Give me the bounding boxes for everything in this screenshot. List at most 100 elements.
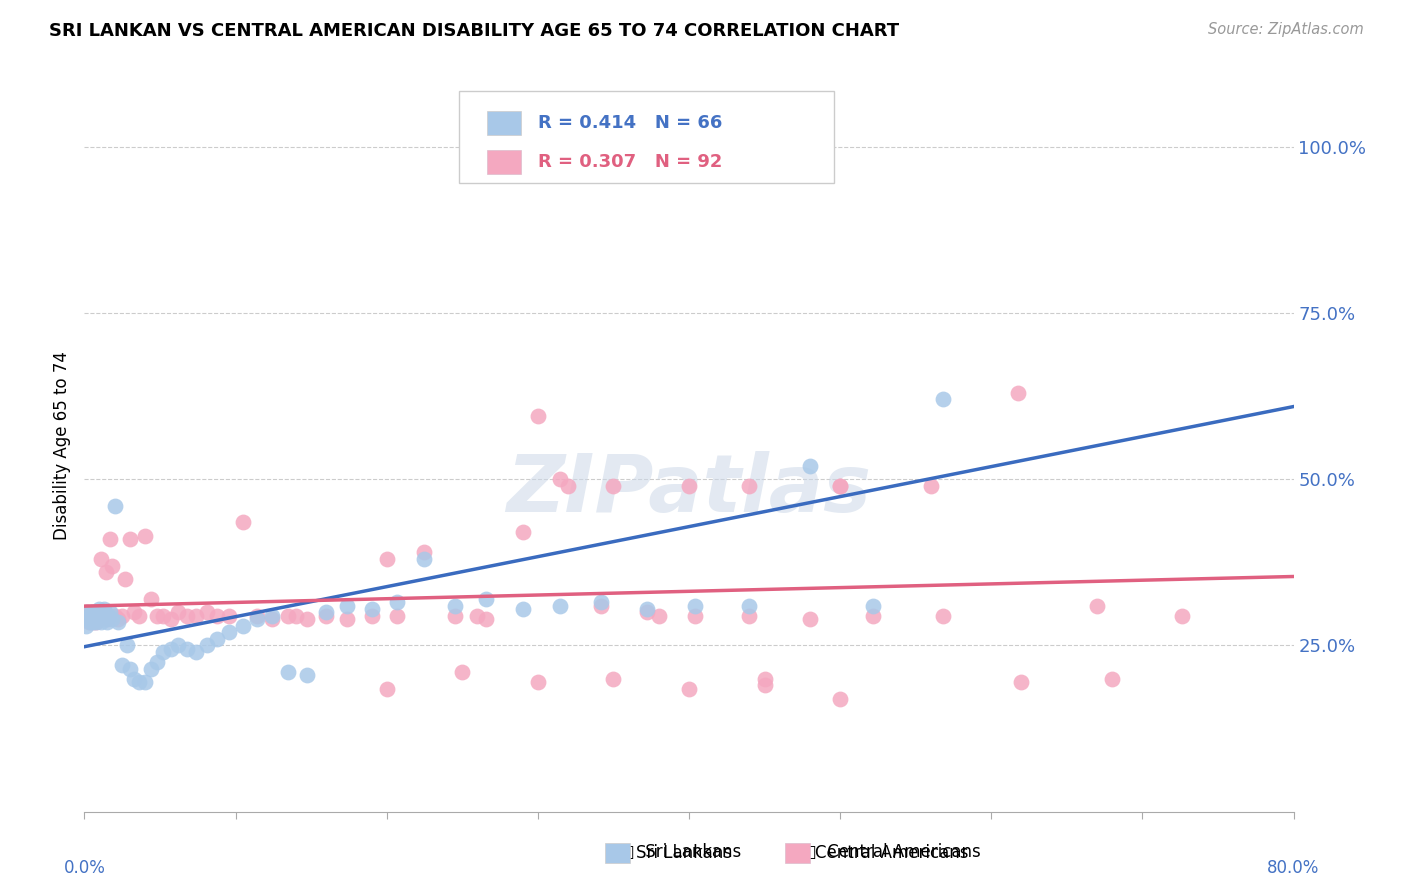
Point [146, 655, 169, 669]
Point [260, 612, 283, 626]
Point [100, 612, 122, 626]
Point [920, 479, 942, 493]
Point [167, 605, 190, 619]
Point [86, 608, 108, 623]
Point [111, 608, 134, 623]
Point [1101, 672, 1123, 686]
Point [738, 599, 761, 613]
Point [413, 545, 436, 559]
Point [96, 612, 118, 626]
Point [754, 678, 776, 692]
Point [285, 608, 308, 623]
Point [94, 612, 117, 626]
Point [75, 605, 97, 619]
Point [413, 552, 436, 566]
Point [678, 479, 700, 493]
Point [207, 608, 229, 623]
Point [830, 479, 852, 493]
Point [82, 615, 104, 630]
Point [260, 608, 283, 623]
Point [89, 605, 111, 619]
Point [104, 608, 127, 623]
Text: □  Sri Lankans: □ Sri Lankans [619, 843, 741, 861]
Point [86, 615, 108, 630]
Point [176, 608, 198, 623]
Point [79, 605, 101, 619]
Point [246, 608, 269, 623]
Point [1374, 140, 1396, 154]
Bar [605, 843, 630, 863]
Point [738, 608, 761, 623]
Point [94, 566, 117, 580]
Point [862, 608, 884, 623]
Point [315, 608, 337, 623]
Point [1011, 675, 1033, 690]
Point [387, 595, 409, 609]
Point [76, 605, 98, 619]
Point [134, 529, 156, 543]
Point [89, 612, 111, 626]
Text: R = 0.307   N = 92: R = 0.307 N = 92 [538, 153, 723, 171]
Point [550, 472, 572, 486]
Point [100, 558, 122, 573]
Point [79, 612, 101, 626]
Point [139, 591, 162, 606]
Point [152, 645, 174, 659]
Point [678, 681, 700, 696]
Point [84, 612, 107, 626]
Point [218, 608, 240, 623]
Point [87, 608, 110, 623]
Point [159, 612, 181, 626]
Text: Sri Lankans: Sri Lankans [636, 844, 731, 862]
Point [360, 602, 382, 616]
Text: ZIPatlas: ZIPatlas [506, 450, 872, 529]
Text: SRI LANKAN VS CENTRAL AMERICAN DISABILITY AGE 65 TO 74 CORRELATION CHART: SRI LANKAN VS CENTRAL AMERICAN DISABILIT… [49, 22, 900, 40]
Point [246, 612, 269, 626]
Point [799, 612, 821, 626]
Point [186, 645, 208, 659]
Point [754, 672, 776, 686]
Point [98, 532, 121, 546]
Point [77, 608, 100, 623]
Point [195, 605, 218, 619]
Point [295, 668, 318, 682]
Point [86, 615, 108, 630]
Point [602, 479, 624, 493]
Point [195, 639, 218, 653]
Point [467, 608, 489, 623]
Text: 80.0%: 80.0% [1267, 859, 1320, 877]
Point [91, 608, 114, 623]
Point [648, 608, 671, 623]
Point [90, 552, 112, 566]
Point [87, 605, 110, 619]
Point [86, 608, 108, 623]
Point [128, 675, 150, 690]
FancyBboxPatch shape [460, 91, 834, 183]
Point [75, 618, 97, 632]
Point [79, 615, 101, 630]
Text: □  Central Americans: □ Central Americans [801, 843, 981, 861]
Point [80, 605, 103, 619]
Point [76, 612, 98, 626]
FancyBboxPatch shape [486, 111, 520, 135]
Point [96, 615, 118, 630]
Point [139, 662, 162, 676]
Point [295, 612, 318, 626]
Point [1170, 608, 1192, 623]
Point [167, 639, 190, 653]
Point [207, 632, 229, 646]
Point [451, 665, 474, 679]
Point [602, 672, 624, 686]
Point [315, 605, 337, 619]
Point [91, 608, 114, 623]
Point [77, 615, 100, 630]
Point [527, 675, 550, 690]
Bar [785, 843, 810, 863]
Point [80, 612, 103, 626]
Point [176, 641, 198, 656]
Point [218, 625, 240, 640]
Point [82, 608, 104, 623]
Point [82, 615, 104, 630]
Point [443, 608, 465, 623]
Point [830, 479, 852, 493]
